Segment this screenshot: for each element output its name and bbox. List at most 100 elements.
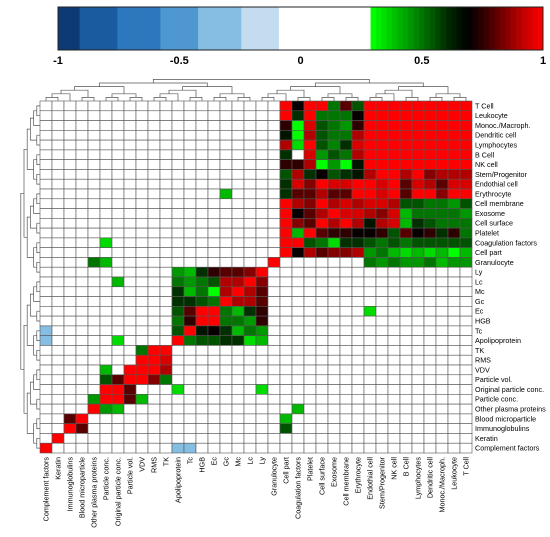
heatmap-cell (159, 354, 173, 366)
heatmap-cell (135, 178, 149, 190)
heatmap-cell (375, 423, 389, 434)
heatmap-cell (279, 384, 293, 395)
heatmap-cell (255, 394, 269, 405)
heatmap-cell (351, 423, 365, 434)
heatmap-cell (87, 403, 101, 415)
heatmap-cell (135, 413, 149, 424)
heatmap-cell (375, 110, 389, 121)
heatmap-cell (375, 394, 389, 405)
heatmap-cell (375, 130, 389, 141)
heatmap-cell (255, 276, 269, 288)
heatmap-cell (147, 364, 161, 376)
heatmap-cell (51, 218, 65, 229)
heatmap-cell (375, 315, 389, 327)
heatmap-cell (135, 325, 149, 336)
heatmap-cell (423, 325, 437, 336)
heatmap-cell (51, 208, 65, 219)
heatmap-cell (111, 257, 125, 268)
colorbar-tick-labels: -1 -0.5 0 0.5 1 (53, 55, 546, 67)
heatmap-cell (171, 178, 185, 190)
heatmap-cell (243, 315, 257, 327)
heatmap-cell (51, 130, 65, 141)
heatmap-cell (51, 266, 65, 278)
heatmap-cell (75, 198, 89, 209)
heatmap-cell (339, 296, 353, 307)
heatmap-cell (411, 130, 425, 141)
heatmap-cell (291, 413, 305, 424)
heatmap-cell (267, 198, 281, 209)
heatmap-cell (447, 257, 461, 268)
heatmap-cell (339, 257, 353, 268)
heatmap-cell (339, 188, 353, 200)
heatmap-cell (375, 325, 389, 336)
heatmap-cell (87, 247, 101, 258)
heatmap-cell (255, 423, 269, 434)
heatmap-cell (351, 354, 365, 366)
heatmap-cell (279, 442, 293, 454)
heatmap-cell (351, 374, 365, 385)
heatmap-cell (387, 354, 401, 366)
row-label: Tc (475, 326, 483, 335)
heatmap-cell (243, 218, 257, 229)
heatmap-cell (111, 286, 125, 297)
heatmap-cell (207, 276, 221, 288)
heatmap-cell (459, 208, 473, 219)
heatmap-cell (267, 120, 281, 131)
heatmap-cell (279, 413, 293, 424)
colorbar-segment (359, 7, 366, 50)
heatmap-cell (291, 227, 305, 239)
dendrogram-branch (36, 369, 40, 381)
heatmap-cell (411, 433, 425, 444)
heatmap-cell (423, 442, 437, 454)
heatmap-cell (135, 315, 149, 327)
heatmap-cell (375, 120, 389, 131)
heatmap-cell (435, 286, 449, 297)
colorbar-tick-label: 1 (540, 55, 546, 67)
heatmap-cell (51, 139, 65, 151)
heatmap-cell (399, 257, 413, 268)
heatmap-cell (99, 169, 113, 180)
heatmap-cell (411, 354, 425, 366)
heatmap-cell (99, 286, 113, 297)
heatmap-cell (63, 335, 77, 346)
heatmap-cell (123, 257, 137, 268)
colorbar-segment (144, 7, 151, 50)
heatmap-cell (207, 237, 221, 248)
row-label: Ly (475, 268, 483, 277)
heatmap-cell (459, 149, 473, 160)
heatmap-cell (387, 315, 401, 327)
heatmap-cell (147, 227, 161, 239)
heatmap-cell (159, 413, 173, 424)
heatmap-cell (267, 403, 281, 415)
dendrogram-branch (290, 86, 341, 94)
heatmap-cell (207, 247, 221, 258)
heatmap-cell (315, 188, 329, 200)
heatmap-cell (231, 178, 245, 190)
heatmap-cell (447, 100, 461, 112)
heatmap-cell (207, 178, 221, 190)
row-label: Particle conc. (475, 395, 518, 404)
colorbar-segment (408, 7, 415, 50)
heatmap-cell (255, 384, 269, 395)
colorbar-segment (381, 7, 388, 50)
heatmap-cell (411, 442, 425, 454)
heatmap-cell (375, 442, 389, 454)
dendrogram-branch (33, 110, 40, 126)
heatmap-cell (315, 433, 329, 444)
heatmap-cell (375, 266, 389, 278)
heatmap-cell (171, 345, 185, 356)
heatmap-cell (231, 374, 245, 385)
heatmap-cell (291, 384, 305, 395)
heatmap-cell (219, 286, 233, 297)
heatmap-cell (459, 266, 473, 278)
heatmap-cell (39, 403, 53, 415)
heatmap-cell (171, 384, 185, 395)
colorbar-segment (521, 7, 528, 50)
heatmap-cell (159, 257, 173, 268)
heatmap-cell (363, 188, 377, 200)
heatmap-cell (279, 188, 293, 200)
heatmap-cell (291, 178, 305, 190)
colorbar-segment (354, 7, 361, 50)
heatmap-cell (351, 139, 365, 151)
